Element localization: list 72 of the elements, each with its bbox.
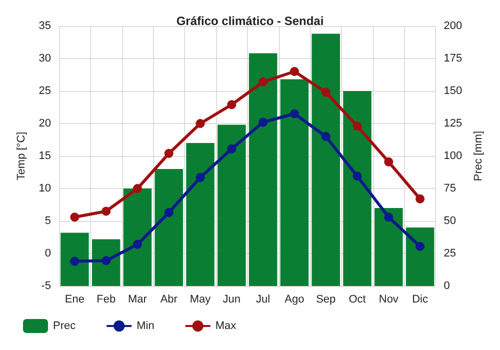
- bar: [374, 208, 403, 286]
- y2-tick-label: 50: [444, 215, 456, 227]
- y2-tick-label: 75: [444, 182, 456, 194]
- bar: [312, 34, 340, 286]
- bar: [186, 143, 214, 286]
- y-tick-label: 15: [38, 150, 51, 162]
- point: [164, 208, 174, 218]
- point: [384, 157, 394, 166]
- x-tick-label: Dic: [412, 294, 428, 306]
- bar: [343, 91, 372, 286]
- x-tick-label: Ago: [284, 294, 304, 306]
- y2-tick-label: 200: [444, 20, 462, 32]
- legend-label: Min: [136, 320, 154, 332]
- x-tick-label: Feb: [96, 294, 116, 306]
- y2-tick-label: 175: [444, 52, 462, 64]
- y-tick-label: 5: [44, 215, 51, 227]
- point: [290, 67, 299, 76]
- bar: [218, 124, 246, 286]
- point: [102, 256, 111, 266]
- y-tick-label: 30: [38, 52, 51, 64]
- legend-label: Prec: [53, 320, 76, 332]
- point: [321, 88, 330, 97]
- point: [70, 256, 80, 266]
- x-tick-label: Mar: [128, 294, 148, 306]
- point: [133, 240, 142, 249]
- point: [416, 242, 425, 251]
- bar: [248, 53, 278, 286]
- y-tick-label: 35: [38, 20, 51, 32]
- y-tick-label: 0: [44, 248, 51, 260]
- point: [196, 172, 205, 182]
- point: [70, 212, 80, 222]
- point: [258, 118, 268, 127]
- x-tick-label: Sep: [316, 294, 336, 306]
- y-tick-label: 20: [38, 118, 51, 130]
- chart-title: Gráfico climático - Sendai: [176, 14, 324, 28]
- x-tick-label: Abr: [160, 294, 178, 306]
- bar: [60, 232, 89, 286]
- bar: [406, 228, 434, 286]
- y2-tick-label: 0: [444, 280, 450, 292]
- legend-label: Max: [215, 320, 237, 332]
- point: [352, 172, 362, 181]
- point: [102, 206, 111, 216]
- bar: [154, 169, 184, 286]
- x-tick-label: Jul: [256, 294, 270, 306]
- point: [227, 144, 236, 154]
- point: [290, 109, 299, 118]
- y-tick-label: 10: [38, 182, 51, 194]
- x-tick-label: Ene: [64, 294, 84, 306]
- point: [416, 194, 425, 204]
- bar: [92, 239, 120, 286]
- point: [133, 184, 142, 193]
- y2-tick-label: 100: [444, 150, 462, 162]
- point: [384, 212, 394, 222]
- y2-tick-label: 125: [444, 118, 462, 130]
- y-tick-label: -5: [41, 280, 51, 292]
- point: [196, 119, 205, 128]
- point: [321, 132, 330, 141]
- bar: [123, 188, 152, 286]
- point: [352, 122, 362, 131]
- y-tick-label: 25: [38, 85, 51, 97]
- y2-tick-label: 25: [444, 248, 456, 260]
- y-axis-title: Temp [°C]: [16, 132, 28, 180]
- y2-tick-label: 150: [444, 85, 462, 97]
- point: [258, 77, 268, 86]
- point: [227, 100, 236, 110]
- bar: [280, 79, 309, 286]
- x-tick-label: May: [190, 294, 212, 306]
- point: [164, 148, 174, 158]
- x-tick-label: Oct: [348, 294, 366, 306]
- x-tick-label: Nov: [378, 294, 399, 306]
- y2-axis-title: Prec [mm]: [472, 130, 484, 182]
- x-tick-label: Jun: [222, 294, 241, 306]
